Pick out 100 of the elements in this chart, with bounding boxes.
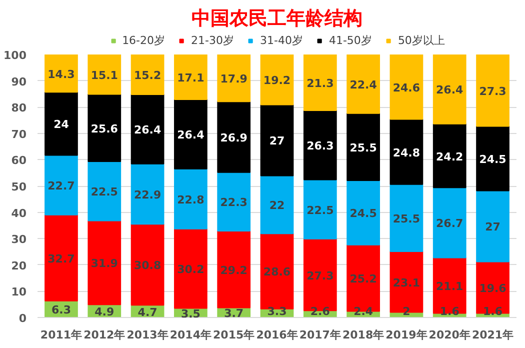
bar xyxy=(130,163,164,225)
legend-label: 50岁以上 xyxy=(398,33,445,48)
bar xyxy=(390,250,424,313)
data-label: 22.9 xyxy=(134,188,162,202)
bar xyxy=(130,94,164,164)
bar xyxy=(390,118,424,185)
chart-title: 中国农民工年龄结构 xyxy=(192,8,362,30)
y-tick-label: 0 xyxy=(18,312,27,325)
data-label: 27.3 xyxy=(306,269,334,282)
bar xyxy=(303,54,337,112)
bar xyxy=(174,228,208,309)
data-label: 22.5 xyxy=(90,186,118,199)
data-label: 25.5 xyxy=(350,141,377,154)
bar xyxy=(217,172,251,232)
bar xyxy=(346,112,380,181)
bar xyxy=(260,104,294,176)
x-tick-label: 2020年 xyxy=(428,328,470,342)
y-tick-label: 90 xyxy=(11,75,27,88)
data-label: 4.9 xyxy=(94,306,114,319)
data-label: 22.4 xyxy=(350,78,378,92)
data-label: 21.1 xyxy=(436,280,464,294)
data-label: 2.4 xyxy=(354,305,374,318)
bar xyxy=(88,54,122,95)
bar xyxy=(260,175,294,234)
data-label: 17.1 xyxy=(177,71,204,84)
data-label: 32.7 xyxy=(48,252,75,266)
data-label: 31.9 xyxy=(90,257,118,270)
x-tick-label: 2011年 xyxy=(40,328,82,342)
y-tick-label: 100 xyxy=(4,49,27,62)
data-label: 23.1 xyxy=(392,276,420,290)
data-label: 25.6 xyxy=(90,122,118,136)
bar xyxy=(174,98,208,170)
y-tick-label: 10 xyxy=(11,286,27,299)
y-tick-label: 20 xyxy=(11,259,27,272)
bar xyxy=(44,154,78,216)
data-label: 15.2 xyxy=(134,68,162,82)
x-tick-label: 2017年 xyxy=(299,328,341,342)
bar xyxy=(432,54,466,124)
bar xyxy=(432,257,466,314)
x-tick-label: 2012年 xyxy=(84,328,126,342)
data-label: 4.7 xyxy=(138,306,158,319)
data-label: 25.2 xyxy=(350,272,377,286)
data-label: 30.2 xyxy=(177,263,204,276)
data-label: 19.6 xyxy=(479,282,507,296)
data-label: 28.6 xyxy=(263,266,291,279)
bar xyxy=(303,110,337,180)
x-tick-label: 2018年 xyxy=(342,328,384,342)
data-label: 25.5 xyxy=(392,212,420,226)
bar xyxy=(390,184,424,252)
bar xyxy=(44,54,78,93)
x-tick-label: 2014年 xyxy=(170,328,212,342)
y-tick-label: 60 xyxy=(11,154,27,168)
data-label: 29.2 xyxy=(220,264,248,277)
data-label: 26.3 xyxy=(306,140,334,153)
bar xyxy=(130,54,164,95)
bar xyxy=(88,161,122,222)
legend-label: 21-30岁 xyxy=(191,33,234,48)
data-label: 3.7 xyxy=(224,307,244,320)
bar xyxy=(346,180,380,246)
data-label: 22.7 xyxy=(48,180,75,193)
bar xyxy=(476,54,510,127)
data-label: 14.3 xyxy=(48,68,75,81)
data-label: 26.4 xyxy=(177,128,205,142)
bar xyxy=(432,123,466,188)
bar xyxy=(174,168,208,230)
legend-label: 41-50岁 xyxy=(328,33,372,48)
bar xyxy=(217,101,251,173)
x-tick-label: 2016年 xyxy=(256,328,298,342)
bar xyxy=(303,179,337,240)
data-label: 22.8 xyxy=(177,193,204,206)
bar xyxy=(88,220,122,306)
x-tick-label: 2013年 xyxy=(126,328,168,342)
legend-label: 16-20岁 xyxy=(122,33,166,48)
bar xyxy=(260,54,294,106)
y-tick-label: 40 xyxy=(11,206,27,220)
y-tick-label: 50 xyxy=(11,180,27,194)
bar xyxy=(476,190,510,262)
data-label: 27 xyxy=(269,134,285,148)
data-label: 24.2 xyxy=(436,150,464,164)
bar xyxy=(476,126,510,192)
bar xyxy=(130,224,164,306)
data-label: 30.8 xyxy=(134,259,162,272)
bar xyxy=(44,214,78,302)
x-tick-label: 2015年 xyxy=(213,328,255,342)
bar xyxy=(174,54,208,100)
bar xyxy=(390,54,424,120)
data-label: 21.3 xyxy=(306,77,334,90)
data-label: 24 xyxy=(54,118,70,132)
data-label: 26.4 xyxy=(436,84,464,97)
data-label: 24.5 xyxy=(350,207,377,220)
bar xyxy=(217,54,251,102)
data-label: 27.3 xyxy=(479,84,506,98)
data-label: 22.5 xyxy=(306,204,334,217)
data-label: 22.3 xyxy=(220,196,248,210)
y-tick-label: 80 xyxy=(11,102,27,115)
legend-label: 31-40岁 xyxy=(260,33,303,48)
bar xyxy=(44,92,78,156)
data-label: 3.5 xyxy=(180,307,200,320)
data-label: 26.4 xyxy=(134,124,162,137)
data-label: 22 xyxy=(269,199,285,212)
